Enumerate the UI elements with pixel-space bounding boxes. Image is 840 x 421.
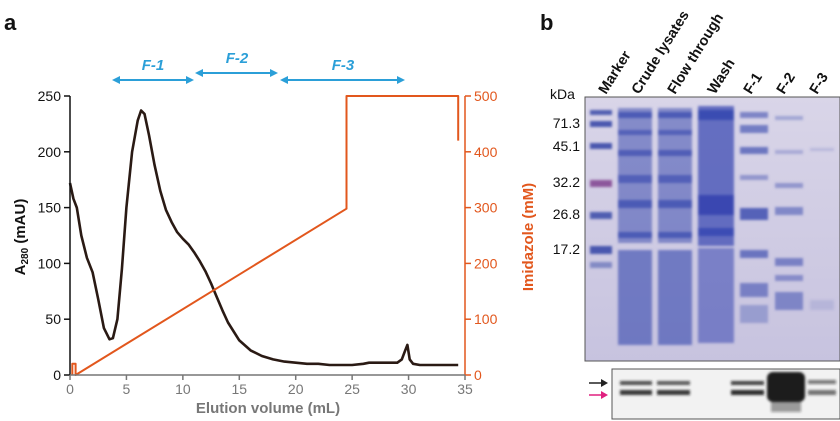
kda-label: kDa bbox=[550, 86, 575, 102]
panel-a-letter: a bbox=[4, 10, 17, 35]
right-axis: 0 100 200 300 400 500 bbox=[464, 88, 498, 383]
gel-lane-marker bbox=[590, 110, 612, 268]
bottom-tick-label: 10 bbox=[175, 381, 191, 397]
fraction-label-f1: F-1 bbox=[142, 57, 165, 74]
left-tick-label: 200 bbox=[38, 144, 62, 160]
lane-labels: Marker Crude lysates Flow through Wash F… bbox=[596, 8, 832, 97]
gel-lane-f3 bbox=[810, 148, 834, 310]
fraction-label-f3: F-3 bbox=[332, 57, 355, 74]
left-tick-label: 100 bbox=[38, 255, 62, 271]
right-tick-label: 500 bbox=[474, 88, 498, 104]
mw-label-71: 71.3 bbox=[553, 115, 580, 131]
gel-lane-crude bbox=[618, 108, 652, 345]
gel-lane-wash bbox=[698, 106, 734, 343]
left-tick-label: 250 bbox=[38, 88, 62, 104]
imidazole-gradient-line bbox=[71, 95, 460, 376]
y-axis-title-subscript: 280 bbox=[20, 247, 31, 264]
right-tick-label: 400 bbox=[474, 144, 498, 160]
absorbance-trace-line bbox=[68, 109, 459, 367]
right-tick-label: 200 bbox=[474, 255, 498, 271]
blot-arrow-lower bbox=[589, 391, 608, 399]
blot-arrow-upper bbox=[589, 379, 608, 387]
left-tick-label: 150 bbox=[38, 200, 62, 216]
right-tick-label: 100 bbox=[474, 311, 498, 327]
lane-label-f1: F-1 bbox=[741, 70, 766, 97]
y-axis-title-main: A bbox=[12, 264, 29, 275]
fraction-arrow-f1 bbox=[112, 76, 194, 84]
bottom-tick-label: 35 bbox=[457, 381, 473, 397]
y-axis-title: A280 (mAU) bbox=[12, 199, 31, 276]
x-axis-title: Elution volume (mL) bbox=[196, 400, 340, 417]
gel-bands bbox=[590, 106, 834, 345]
y-axis-title-unit: (mAU) bbox=[12, 199, 29, 248]
western-blot-strip bbox=[611, 368, 840, 420]
mw-label-26: 26.8 bbox=[553, 206, 580, 222]
left-axis: 0 50 100 150 200 250 bbox=[38, 88, 71, 383]
gel-lane-f2 bbox=[775, 116, 803, 310]
lane-label-wash: Wash bbox=[705, 56, 739, 97]
y2-axis-title: Imidazole (mM) bbox=[520, 183, 537, 291]
mw-label-32: 32.2 bbox=[553, 174, 580, 190]
bottom-tick-label: 25 bbox=[344, 381, 360, 397]
left-tick-label: 0 bbox=[53, 367, 61, 383]
bottom-axis: 0 5 10 15 20 25 30 35 bbox=[66, 374, 473, 397]
panel-b-letter: b bbox=[540, 10, 553, 35]
lane-label-f2: F-2 bbox=[774, 70, 799, 97]
bottom-tick-label: 20 bbox=[288, 381, 304, 397]
gel-lane-flow-through bbox=[658, 108, 692, 345]
right-tick-label: 300 bbox=[474, 200, 498, 216]
bottom-tick-label: 15 bbox=[231, 381, 247, 397]
right-tick-label: 0 bbox=[474, 367, 482, 383]
bottom-tick-label: 0 bbox=[66, 381, 74, 397]
bottom-tick-label: 30 bbox=[401, 381, 417, 397]
bottom-tick-label: 5 bbox=[123, 381, 131, 397]
left-tick-label: 50 bbox=[45, 311, 61, 327]
plot-area bbox=[68, 95, 460, 376]
sds-page-gel bbox=[584, 96, 840, 362]
fraction-arrow-f2 bbox=[195, 69, 278, 77]
mw-label-17: 17.2 bbox=[553, 241, 580, 257]
fraction-arrow-f3 bbox=[280, 76, 405, 84]
mw-label-45: 45.1 bbox=[553, 138, 580, 154]
mw-marker-labels: 71.3 45.1 32.2 26.8 17.2 bbox=[553, 115, 580, 257]
gel-lane-f1 bbox=[740, 112, 768, 323]
blot-bands bbox=[620, 372, 836, 412]
fraction-label-f2: F-2 bbox=[226, 50, 249, 67]
lane-label-f3: F-3 bbox=[807, 70, 832, 97]
fraction-arrows bbox=[112, 69, 405, 84]
